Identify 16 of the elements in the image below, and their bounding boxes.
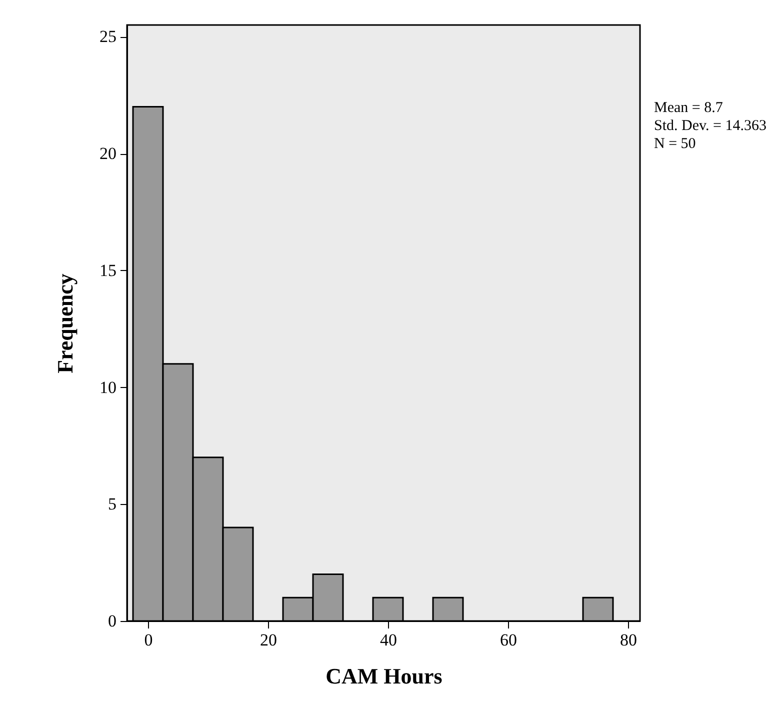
x-tick-label: 60 [500,630,517,650]
x-axis-title: CAM Hours [326,664,443,688]
x-tick-label: 80 [620,630,637,650]
y-tick-label: 25 [100,27,116,46]
y-tick-label: 0 [108,612,116,630]
y-tick-label: 5 [108,494,116,514]
y-axis-title: Frequency [52,274,78,374]
x-tick-label: 20 [260,630,277,650]
text: Std. Dev. = 14.363 [654,118,766,134]
y-tick-label: 15 [100,260,116,280]
text: N = 50 [654,136,696,152]
text: Mean = 8.7 [654,100,724,116]
x-tick-label: 40 [380,630,397,650]
y-tick-label: 20 [100,144,116,164]
x-tick-label: 0 [144,630,153,650]
y-tick-label: 10 [100,378,116,397]
